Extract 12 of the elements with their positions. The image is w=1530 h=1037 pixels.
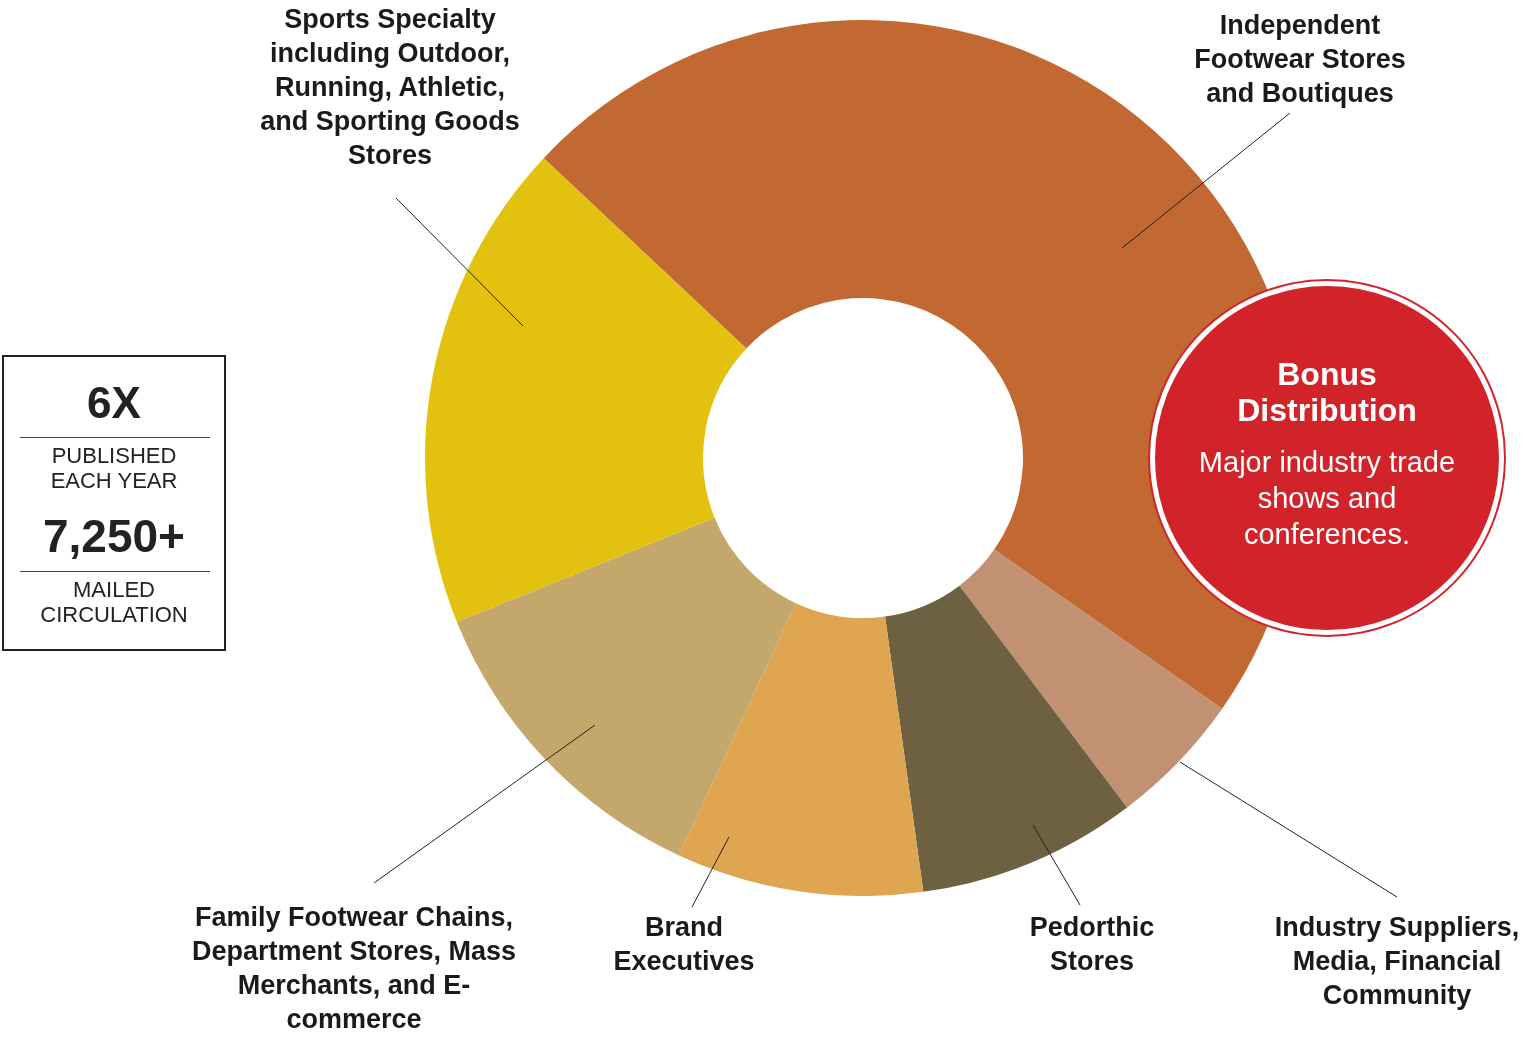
circle-badge: Bonus Distribution Major industry trade shows and conferences. xyxy=(1150,281,1504,635)
donut-slice xyxy=(679,603,924,896)
donut-slice xyxy=(456,517,796,856)
slice-label: Brand Executives xyxy=(612,911,756,978)
donut-slice xyxy=(885,585,1128,892)
slice-label: Pedorthic Stores xyxy=(1028,911,1156,978)
info-box: 6X PUBLISHED EACH YEAR 7,250+ MAILED CIRCULATION xyxy=(2,355,226,651)
donut-slice xyxy=(959,549,1223,808)
slice-label: Independent Footwear Stores and Boutiques xyxy=(1193,9,1407,110)
slice-label: Family Footwear Chains, Department Stores, Mass Merchants, and E-commerce xyxy=(190,901,518,1036)
slice-label: Sports Specialty including Outdoor, Running, Athletic, and Sporting Goods Stores xyxy=(259,3,521,172)
slice-label: Industry Suppliers, Media, Financial Community xyxy=(1273,911,1521,1012)
